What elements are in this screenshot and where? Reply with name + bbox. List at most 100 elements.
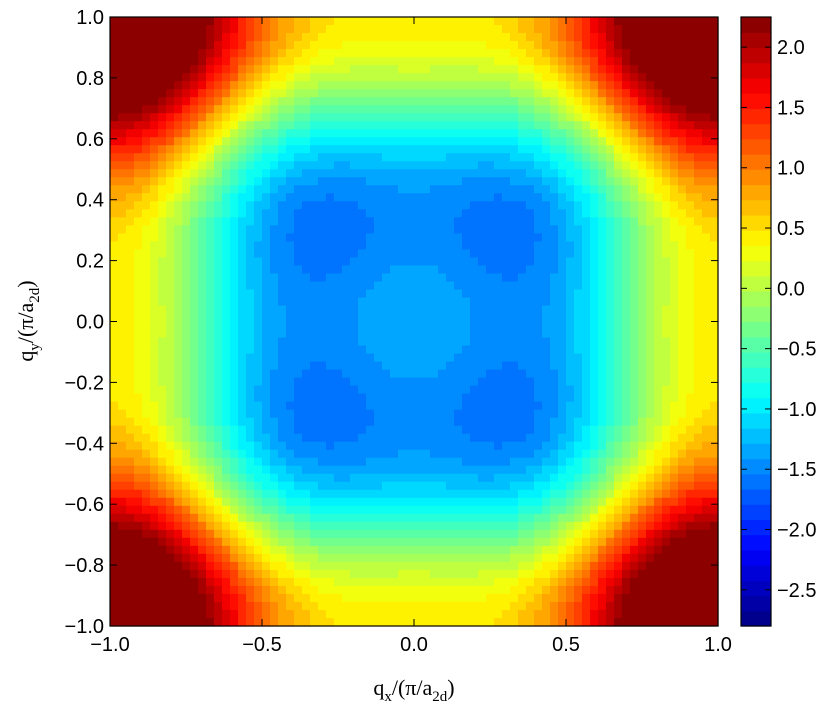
heatmap-cell [302, 385, 311, 395]
heatmap-cell [310, 385, 319, 395]
heatmap-cell [230, 265, 239, 275]
heatmap-cell [110, 201, 119, 210]
heatmap-cell [462, 553, 471, 563]
heatmap-cell [406, 281, 415, 291]
heatmap-cell [414, 473, 423, 483]
heatmap-cell [318, 281, 327, 291]
heatmap-cell [566, 25, 575, 34]
heatmap-cell [494, 385, 503, 395]
heatmap-cell [606, 529, 615, 539]
heatmap-cell [150, 41, 159, 50]
heatmap-cell [430, 209, 439, 218]
heatmap-cell [118, 553, 127, 563]
heatmap-cell [606, 505, 615, 515]
heatmap-cell [598, 217, 607, 226]
heatmap-cell [286, 185, 295, 194]
heatmap-cell [286, 89, 295, 98]
heatmap-cell [326, 169, 335, 178]
heatmap-cell [422, 489, 431, 499]
heatmap-cell [606, 409, 615, 419]
heatmap-cell [614, 289, 623, 299]
heatmap-cell [526, 249, 535, 258]
heatmap-cell [214, 217, 223, 226]
heatmap-cell [134, 73, 143, 82]
heatmap-cell [126, 481, 135, 491]
heatmap-cell [262, 137, 271, 146]
heatmap-cell [142, 289, 151, 299]
heatmap-cell [158, 513, 167, 523]
heatmap-cell [438, 193, 447, 202]
heatmap-cell [566, 513, 575, 523]
heatmap-cell [214, 17, 223, 26]
heatmap-cell [494, 289, 503, 299]
heatmap-cell [254, 145, 263, 154]
heatmap-cell [326, 617, 335, 627]
heatmap-cell [510, 601, 519, 611]
heatmap-cell [486, 49, 495, 58]
heatmap-cell [222, 273, 231, 283]
heatmap-cell [414, 393, 423, 403]
heatmap-cell [166, 217, 175, 226]
heatmap-cell [278, 529, 287, 539]
heatmap-cell [430, 89, 439, 98]
heatmap-cell [246, 441, 255, 451]
heatmap-cell [526, 41, 535, 50]
heatmap-cell [254, 25, 263, 34]
heatmap-cell [478, 41, 487, 50]
heatmap-cell [422, 369, 431, 379]
heatmap-cell [262, 329, 271, 339]
heatmap-cell [334, 217, 343, 226]
heatmap-cell [486, 57, 495, 66]
heatmap-cell [238, 409, 247, 419]
heatmap-cell [238, 377, 247, 387]
heatmap-cell [494, 425, 503, 435]
heatmap-cell [574, 97, 583, 106]
heatmap-cell [182, 73, 191, 82]
heatmap-cell [278, 201, 287, 210]
heatmap-cell [326, 153, 335, 162]
heatmap-cell [454, 241, 463, 250]
heatmap-cell [470, 297, 479, 307]
heatmap-cell [214, 145, 223, 154]
heatmap-cell [630, 369, 639, 379]
heatmap-cell [534, 281, 543, 291]
heatmap-cell [518, 273, 527, 283]
heatmap-cell [606, 289, 615, 299]
heatmap-cell [270, 81, 279, 90]
heatmap-cell [414, 569, 423, 579]
heatmap-cell [446, 609, 455, 619]
heatmap-cell [318, 521, 327, 531]
heatmap-cell [334, 609, 343, 619]
heatmap-cell [606, 593, 615, 603]
heatmap-cell [502, 521, 511, 531]
heatmap-cell [558, 513, 567, 523]
heatmap-cell [438, 57, 447, 66]
heatmap-cell [190, 553, 199, 563]
heatmap-cell [542, 449, 551, 459]
heatmap-cell [126, 153, 135, 162]
heatmap-cell [374, 265, 383, 275]
heatmap-cell [462, 561, 471, 571]
heatmap-cell [374, 65, 383, 74]
heatmap-cell [414, 577, 423, 587]
heatmap-cell [278, 401, 287, 411]
heatmap-cell [614, 137, 623, 146]
heatmap-cell [110, 345, 119, 355]
heatmap-cell [278, 241, 287, 250]
heatmap-cell [318, 305, 327, 315]
heatmap-cell [622, 545, 631, 555]
heatmap-cell [126, 225, 135, 234]
heatmap-cell [198, 25, 207, 34]
heatmap-cell [438, 601, 447, 611]
heatmap-cell [142, 473, 151, 483]
heatmap-cell [278, 65, 287, 74]
heatmap-cell [342, 561, 351, 571]
heatmap-cell [246, 561, 255, 571]
heatmap-cell [558, 209, 567, 218]
heatmap-cell [190, 393, 199, 403]
heatmap-cell [126, 33, 135, 42]
heatmap-cell [566, 17, 575, 26]
heatmap-cell [318, 449, 327, 459]
heatmap-cell [478, 81, 487, 90]
heatmap-cell [558, 137, 567, 146]
